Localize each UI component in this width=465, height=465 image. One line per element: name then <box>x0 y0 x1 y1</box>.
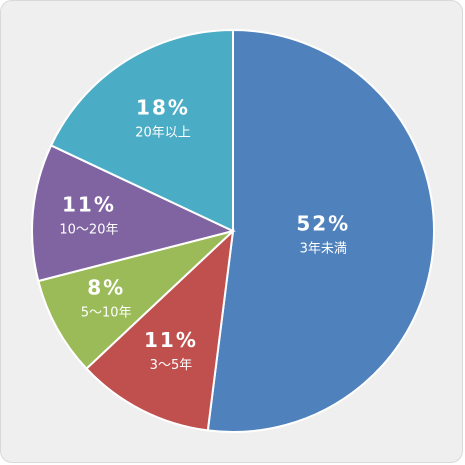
pie-slice-5 <box>49 28 234 233</box>
slice-category-label: 20年以上 <box>135 126 191 141</box>
slice-category-label: 3～5年 <box>150 358 193 373</box>
slice-percent-label: 11% <box>144 328 198 352</box>
slice-category-label: 10～20年 <box>59 222 118 237</box>
pie-slice-3 <box>37 230 234 371</box>
slice-percent-label: 11% <box>62 192 116 216</box>
slice-category-label: 5～10年 <box>81 306 132 321</box>
slice-percent-label: 52% <box>296 212 350 236</box>
slice-percent-label: 18% <box>136 96 190 120</box>
pie-slice-1 <box>206 28 435 433</box>
slice-category-label: 3年未満 <box>300 242 347 257</box>
pie-slice-4 <box>31 144 236 283</box>
slice-percent-label: 8% <box>87 276 125 300</box>
pie-slice-2 <box>85 228 235 432</box>
